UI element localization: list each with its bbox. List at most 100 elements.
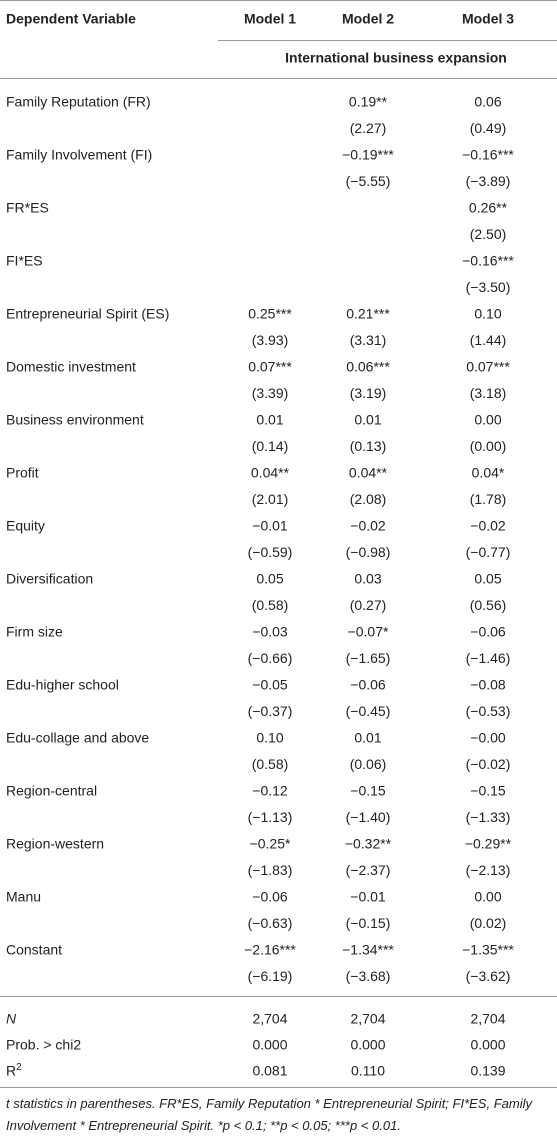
coefficient: −0.05 (252, 677, 288, 693)
t-statistic: (3.93) (252, 332, 289, 348)
t-statistic: (−1.33) (466, 809, 511, 825)
table: International business expansion Depende… (0, 0, 557, 1088)
coefficient: −2.16*** (244, 942, 296, 958)
coefficient: −0.07* (348, 624, 389, 640)
coefficient: 0.03 (354, 571, 381, 587)
coefficient: −0.03 (252, 624, 288, 640)
t-statistic: (0.58) (252, 756, 289, 772)
t-statistic: (−0.98) (346, 544, 391, 560)
row-label: Entrepreneurial Spirit (ES) (6, 306, 169, 322)
row-label: Equity (6, 518, 45, 534)
coefficient: 0.19** (349, 94, 388, 110)
stat-value: 2,704 (470, 1011, 505, 1027)
t-statistic: (0.00) (470, 438, 507, 454)
row-label: Constant (6, 942, 62, 958)
coefficient: −0.12 (252, 783, 288, 799)
column-header: Model 2 (342, 11, 394, 27)
coefficient: 0.26** (469, 200, 508, 216)
stat-value: 0.081 (252, 1063, 287, 1079)
row-label: Diversification (6, 571, 93, 587)
t-statistic: (−3.68) (346, 968, 391, 984)
t-statistic: (−2.13) (466, 862, 511, 878)
t-statistic: (3.39) (252, 385, 289, 401)
stat-value: 0.000 (470, 1037, 505, 1053)
t-statistic: (−1.46) (466, 650, 511, 666)
t-statistic: (−1.65) (346, 650, 391, 666)
coefficient: 0.00 (474, 889, 501, 905)
stat-value: 2,704 (350, 1011, 385, 1027)
stat-value: 0.110 (351, 1063, 385, 1079)
column-header: Model 3 (462, 11, 514, 27)
coefficient: −1.35*** (462, 942, 514, 958)
t-statistic: (−0.37) (248, 703, 293, 719)
coefficient: 0.21*** (346, 306, 390, 322)
t-statistic: (1.44) (470, 332, 507, 348)
t-statistic: (−0.45) (346, 703, 391, 719)
coefficient: −0.32** (345, 836, 392, 852)
t-statistic: (2.50) (470, 226, 507, 242)
coefficient: 0.05 (474, 571, 501, 587)
t-statistic: (−0.53) (466, 703, 511, 719)
coefficient: −0.06 (252, 889, 288, 905)
t-statistic: (3.19) (350, 385, 387, 401)
stat-label: Prob. > chi2 (6, 1037, 81, 1053)
coefficient: 0.05 (256, 571, 283, 587)
t-statistic: (−6.19) (248, 968, 293, 984)
column-header: Model 1 (244, 11, 296, 27)
coefficient: −0.02 (350, 518, 386, 534)
row-label: Family Reputation (FR) (6, 94, 151, 110)
coefficient: 0.25*** (248, 306, 292, 322)
row-label: Edu-collage and above (6, 730, 149, 746)
row-label: Region-central (6, 783, 97, 799)
t-statistic: (−0.77) (466, 544, 511, 560)
coefficient: −0.01 (350, 889, 386, 905)
t-statistic: (−0.63) (248, 915, 293, 931)
coefficient: 0.01 (256, 412, 283, 428)
t-statistic: (−3.62) (466, 968, 511, 984)
coefficient: −0.16*** (462, 147, 514, 163)
coefficient: −0.25* (250, 836, 291, 852)
stat-label: R2 (6, 1062, 22, 1079)
t-statistic: (0.56) (470, 597, 507, 613)
coefficient: 0.01 (354, 412, 381, 428)
coefficient: −0.15 (350, 783, 386, 799)
t-statistic: (−1.13) (248, 809, 293, 825)
t-statistic: (−1.83) (248, 862, 293, 878)
t-statistic: (−0.02) (466, 756, 511, 772)
row-label: Region-western (6, 836, 104, 852)
coefficient: 0.04** (349, 465, 388, 481)
t-statistic: (0.13) (350, 438, 387, 454)
coefficient: 0.06*** (346, 359, 390, 375)
stat-value: 0.139 (470, 1063, 505, 1079)
t-statistic: (3.31) (350, 332, 387, 348)
coefficient: −0.29** (465, 836, 512, 852)
t-statistic: (0.58) (252, 597, 289, 613)
row-label: Domestic investment (6, 359, 136, 375)
coefficient: 0.07*** (466, 359, 510, 375)
superscript: 2 (16, 1062, 22, 1073)
coefficient: −1.34*** (342, 942, 394, 958)
stat-value: 2,704 (252, 1011, 287, 1027)
row-label: Edu-higher school (6, 677, 119, 693)
t-statistic: (−0.59) (248, 544, 293, 560)
stat-value: 0.000 (350, 1037, 385, 1053)
coefficient: 0.07*** (248, 359, 292, 375)
t-statistic: (−0.66) (248, 650, 293, 666)
row-label: Manu (6, 889, 41, 905)
t-statistic: (2.27) (350, 120, 387, 136)
coefficient: −0.15 (470, 783, 506, 799)
row-label: FI*ES (6, 253, 43, 269)
t-statistic: (3.18) (470, 385, 507, 401)
coefficient: 0.10 (474, 306, 501, 322)
row-label: Firm size (6, 624, 63, 640)
t-statistic: (−3.50) (466, 279, 511, 295)
row-label: FR*ES (6, 200, 49, 216)
row-label: Profit (6, 465, 39, 481)
coefficient: −0.06 (350, 677, 386, 693)
t-statistic: (0.02) (470, 915, 507, 931)
t-statistic: (0.27) (350, 597, 387, 613)
t-statistic: (−3.89) (466, 173, 511, 189)
row-label: Business environment (6, 412, 144, 428)
t-statistic: (0.14) (252, 438, 289, 454)
coefficient: −0.06 (470, 624, 506, 640)
